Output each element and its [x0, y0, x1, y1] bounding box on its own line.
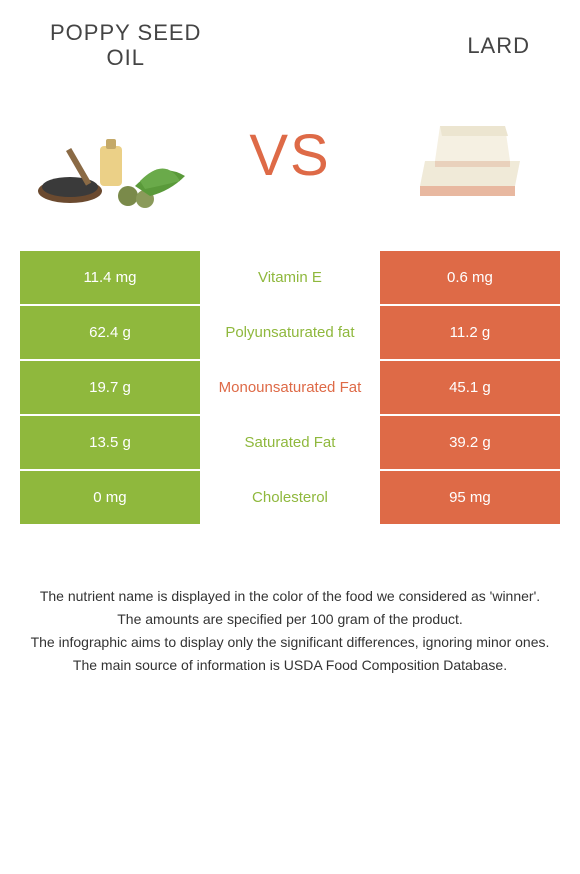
right-value: 0.6 mg	[380, 251, 560, 306]
right-value: 45.1 g	[380, 361, 560, 416]
footer-line: The nutrient name is displayed in the co…	[10, 586, 570, 607]
vs-label: VS	[249, 122, 330, 189]
right-food-title: LARD	[467, 33, 530, 58]
table-row: 11.4 mg Vitamin E 0.6 mg	[20, 251, 560, 306]
left-food-title: POPPY SEED OIL	[50, 20, 201, 71]
left-value: 0 mg	[20, 471, 200, 526]
footer-line: The infographic aims to display only the…	[10, 632, 570, 653]
table-row: 19.7 g Monounsaturated Fat 45.1 g	[20, 361, 560, 416]
footer-line: The main source of information is USDA F…	[10, 655, 570, 676]
left-value: 11.4 mg	[20, 251, 200, 306]
header-row: POPPY SEED OIL LARD	[0, 0, 580, 81]
right-food-image	[380, 91, 550, 221]
right-value: 11.2 g	[380, 306, 560, 361]
right-value: 39.2 g	[380, 416, 560, 471]
images-row: VS	[0, 81, 580, 251]
nutrient-label: Monounsaturated Fat	[200, 361, 380, 416]
nutrient-label: Cholesterol	[200, 471, 380, 526]
left-value: 62.4 g	[20, 306, 200, 361]
left-food-image	[30, 91, 200, 221]
left-value: 13.5 g	[20, 416, 200, 471]
table-row: 0 mg Cholesterol 95 mg	[20, 471, 560, 526]
right-value: 95 mg	[380, 471, 560, 526]
nutrient-label: Vitamin E	[200, 251, 380, 306]
nutrient-label: Saturated Fat	[200, 416, 380, 471]
comparison-table: 11.4 mg Vitamin E 0.6 mg 62.4 g Polyunsa…	[20, 251, 560, 526]
left-value: 19.7 g	[20, 361, 200, 416]
table-row: 62.4 g Polyunsaturated fat 11.2 g	[20, 306, 560, 361]
nutrient-label: Polyunsaturated fat	[200, 306, 380, 361]
table-row: 13.5 g Saturated Fat 39.2 g	[20, 416, 560, 471]
footer-line: The amounts are specified per 100 gram o…	[10, 609, 570, 630]
footer-notes: The nutrient name is displayed in the co…	[0, 526, 580, 676]
